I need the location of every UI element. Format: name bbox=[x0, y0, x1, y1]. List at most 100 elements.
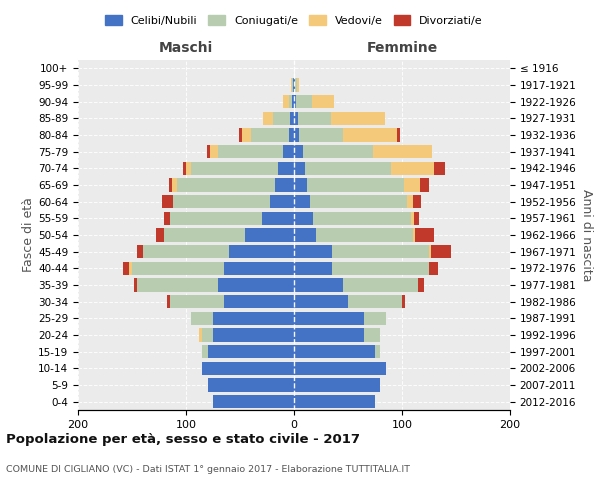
Bar bbox=[294, 328, 364, 342]
Bar bbox=[206, 145, 210, 158]
Bar bbox=[294, 95, 296, 108]
Bar bbox=[413, 195, 421, 208]
Bar bbox=[299, 128, 343, 141]
Bar bbox=[229, 245, 294, 258]
Bar bbox=[224, 262, 294, 275]
Bar bbox=[208, 378, 294, 392]
Bar bbox=[373, 145, 432, 158]
Bar bbox=[364, 328, 380, 342]
Bar bbox=[391, 162, 434, 175]
Bar bbox=[218, 278, 294, 291]
Bar bbox=[210, 145, 218, 158]
Bar bbox=[290, 112, 294, 125]
Bar bbox=[293, 78, 294, 92]
Bar bbox=[302, 145, 373, 158]
Bar bbox=[224, 295, 294, 308]
Bar bbox=[213, 312, 294, 325]
Bar bbox=[294, 245, 332, 258]
Bar bbox=[410, 212, 414, 225]
Bar bbox=[178, 178, 275, 192]
Bar bbox=[270, 195, 294, 208]
Bar bbox=[348, 295, 402, 308]
Bar bbox=[415, 228, 434, 241]
Y-axis label: Anni di nascita: Anni di nascita bbox=[580, 188, 593, 281]
Bar bbox=[294, 195, 310, 208]
Bar bbox=[202, 328, 213, 342]
Bar bbox=[289, 128, 294, 141]
Bar bbox=[429, 245, 431, 258]
Bar bbox=[294, 262, 332, 275]
Bar bbox=[331, 112, 385, 125]
Bar bbox=[251, 128, 289, 141]
Bar bbox=[292, 78, 293, 92]
Bar bbox=[245, 228, 294, 241]
Bar bbox=[434, 162, 445, 175]
Legend: Celibi/Nubili, Coniugati/e, Vedovi/e, Divorziati/e: Celibi/Nubili, Coniugati/e, Vedovi/e, Di… bbox=[101, 10, 487, 30]
Bar bbox=[296, 95, 313, 108]
Bar bbox=[298, 112, 331, 125]
Text: Popolazione per età, sesso e stato civile - 2017: Popolazione per età, sesso e stato civil… bbox=[6, 432, 360, 446]
Bar bbox=[173, 195, 270, 208]
Bar bbox=[364, 312, 386, 325]
Bar bbox=[294, 312, 364, 325]
Bar bbox=[137, 245, 143, 258]
Bar bbox=[294, 378, 380, 392]
Bar bbox=[294, 178, 307, 192]
Bar bbox=[202, 345, 208, 358]
Bar bbox=[170, 295, 224, 308]
Bar bbox=[294, 78, 295, 92]
Bar bbox=[191, 162, 278, 175]
Bar bbox=[418, 278, 424, 291]
Bar bbox=[262, 212, 294, 225]
Bar bbox=[414, 212, 419, 225]
Bar bbox=[407, 195, 413, 208]
Bar bbox=[310, 195, 407, 208]
Bar bbox=[316, 228, 413, 241]
Bar bbox=[202, 362, 294, 375]
Bar bbox=[186, 162, 191, 175]
Bar bbox=[305, 162, 391, 175]
Bar bbox=[294, 295, 348, 308]
Bar bbox=[307, 178, 404, 192]
Bar bbox=[167, 295, 170, 308]
Bar bbox=[429, 262, 437, 275]
Bar bbox=[172, 178, 178, 192]
Bar bbox=[164, 228, 245, 241]
Bar bbox=[129, 262, 132, 275]
Bar bbox=[124, 262, 129, 275]
Bar bbox=[283, 145, 294, 158]
Bar bbox=[292, 95, 294, 108]
Bar bbox=[332, 262, 429, 275]
Bar bbox=[397, 128, 400, 141]
Bar bbox=[143, 245, 229, 258]
Bar bbox=[402, 295, 405, 308]
Bar bbox=[278, 162, 294, 175]
Bar bbox=[297, 78, 299, 92]
Text: Maschi: Maschi bbox=[159, 41, 213, 55]
Bar bbox=[156, 228, 164, 241]
Bar bbox=[294, 345, 375, 358]
Text: COMUNE DI CIGLIANO (VC) - Dati ISTAT 1° gennaio 2017 - Elaborazione TUTTITALIA.I: COMUNE DI CIGLIANO (VC) - Dati ISTAT 1° … bbox=[6, 466, 410, 474]
Bar bbox=[313, 212, 410, 225]
Bar bbox=[208, 345, 294, 358]
Bar bbox=[295, 78, 297, 92]
Bar bbox=[294, 128, 299, 141]
Bar bbox=[294, 212, 313, 225]
Bar bbox=[343, 128, 397, 141]
Bar bbox=[164, 212, 170, 225]
Bar bbox=[421, 178, 429, 192]
Bar bbox=[283, 95, 289, 108]
Bar bbox=[431, 245, 451, 258]
Bar bbox=[162, 195, 173, 208]
Bar bbox=[294, 228, 316, 241]
Bar bbox=[242, 128, 251, 141]
Bar bbox=[294, 145, 302, 158]
Bar bbox=[275, 178, 294, 192]
Bar bbox=[170, 212, 262, 225]
Bar bbox=[263, 112, 274, 125]
Bar bbox=[218, 145, 283, 158]
Bar bbox=[169, 178, 172, 192]
Bar bbox=[404, 178, 421, 192]
Bar bbox=[294, 362, 386, 375]
Bar bbox=[313, 95, 334, 108]
